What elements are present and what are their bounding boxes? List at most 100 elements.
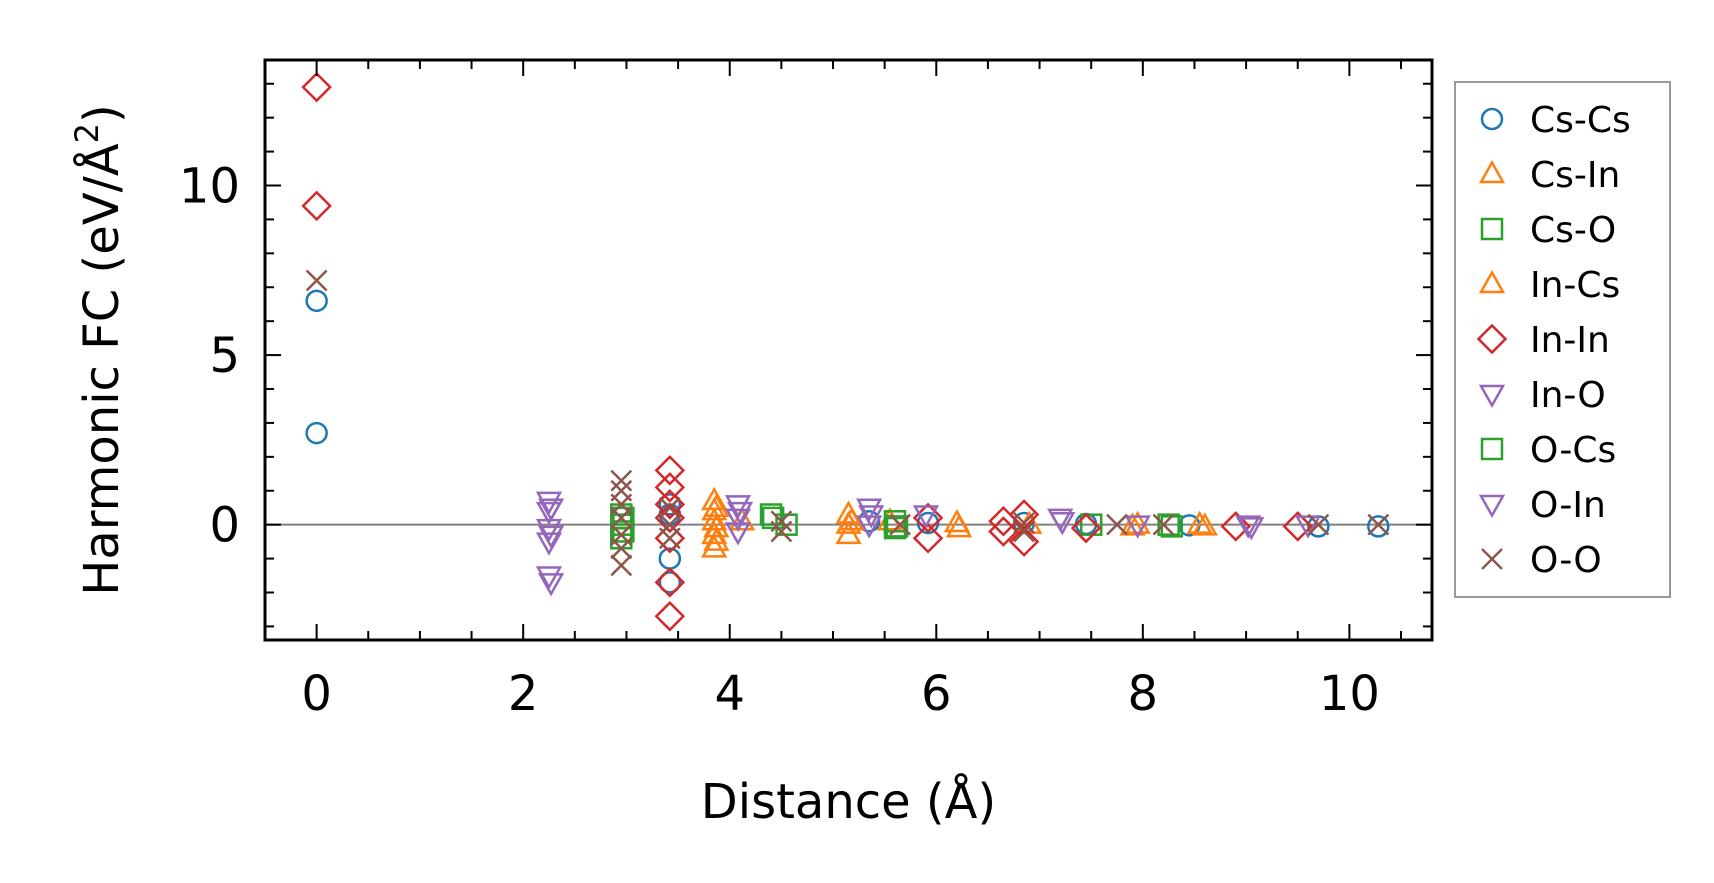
data-point-cs-cs-4 xyxy=(658,571,682,594)
data-point-o-o-18 xyxy=(1307,513,1330,536)
data-point-in-in-0 xyxy=(301,71,332,103)
series-o-in xyxy=(537,498,1265,597)
data-point-o-cs-3 xyxy=(885,515,909,538)
data-point-in-o-7 xyxy=(724,522,752,546)
data-point-o-o-8-stroke-b xyxy=(658,496,681,519)
y-tick-label: 0 xyxy=(209,498,240,554)
legend: Cs-Cs Cs-In Cs-O In-Cs In-In In-O O-Cs O-In O-O xyxy=(1454,81,1671,598)
data-point-in-in-10 xyxy=(912,522,944,554)
data-point-o-o-19 xyxy=(1367,513,1390,536)
x-axis-label: Distance (Å) xyxy=(701,773,996,830)
legend-marker-o-in xyxy=(1478,494,1506,519)
data-point-o-o-4-stroke-b xyxy=(610,507,633,529)
legend-marker-cs-in xyxy=(1478,159,1506,184)
x-tick-label: 4 xyxy=(714,666,745,722)
data-point-in-cs-2 xyxy=(703,527,730,551)
legend-label-o-cs: O-Cs xyxy=(1530,430,1616,471)
data-point-in-o-4 xyxy=(535,566,563,590)
data-point-in-in-2 xyxy=(654,455,686,486)
series-cs-cs xyxy=(305,289,1390,594)
legend-marker-in-in xyxy=(1476,323,1508,355)
legend-label-cs-cs: Cs-Cs xyxy=(1530,100,1631,141)
series-o-o xyxy=(305,269,1390,577)
data-point-o-o-6-stroke-b xyxy=(610,537,633,560)
data-point-cs-cs-0 xyxy=(305,289,328,313)
data-point-cs-in-12 xyxy=(1119,512,1146,536)
legend-label-o-o: O-O xyxy=(1530,540,1602,581)
legend-marker-o-o-stroke-b xyxy=(1481,548,1503,570)
data-point-cs-in-5 xyxy=(728,507,756,531)
data-point-o-o-4 xyxy=(610,507,633,529)
data-point-in-o-12 xyxy=(1124,515,1151,539)
plot-area xyxy=(263,58,1434,642)
data-point-o-o-1-stroke-b xyxy=(610,469,633,492)
data-point-o-o-0-stroke-b xyxy=(305,269,328,292)
data-point-o-o-10 xyxy=(658,527,681,550)
x-tick-label: 0 xyxy=(301,666,332,722)
data-point-o-o-12-stroke-b xyxy=(770,520,793,543)
data-point-cs-in-4 xyxy=(701,534,728,558)
y-tick-label: 5 xyxy=(209,328,240,384)
data-point-o-o-11 xyxy=(770,510,793,533)
data-point-o-o-0 xyxy=(305,269,328,292)
data-point-o-in-4 xyxy=(858,505,885,529)
y-axis-label-main: Harmonic FC (eV/Å xyxy=(73,143,130,596)
y-axis-label-end: ) xyxy=(74,104,130,123)
data-point-o-o-17 xyxy=(1152,513,1175,536)
data-point-o-in-6 xyxy=(1238,517,1265,541)
data-point-o-o-7 xyxy=(610,554,633,577)
legend-marker-o-cs xyxy=(1480,437,1504,461)
y-tick-label: 10 xyxy=(179,158,240,214)
series-in-in xyxy=(301,71,1314,632)
legend-marker-cs-cs xyxy=(1480,107,1504,131)
data-point-in-o-9 xyxy=(856,515,883,539)
x-tick-label: 10 xyxy=(1319,666,1380,722)
x-tick-label: 8 xyxy=(1128,666,1159,722)
data-point-cs-o-8 xyxy=(1157,513,1180,536)
data-point-o-o-18-stroke-b xyxy=(1307,513,1330,536)
data-point-in-in-7 xyxy=(654,567,686,598)
data-point-in-o-5 xyxy=(724,495,752,519)
legend-label-o-in: O-In xyxy=(1530,485,1606,526)
x-tick-label: 6 xyxy=(921,666,952,722)
data-point-cs-cs-2 xyxy=(658,493,682,516)
data-point-in-o-14 xyxy=(1294,515,1322,539)
data-point-o-o-15-stroke-b xyxy=(1013,520,1035,543)
data-point-in-o-10 xyxy=(912,505,940,529)
data-point-in-in-5 xyxy=(654,502,686,534)
axis-ticks: 0 2 4 6 8 10 0 5 10 xyxy=(179,60,1432,722)
data-point-cs-in-8 xyxy=(835,520,862,545)
data-point-in-o-2 xyxy=(535,518,563,543)
legend-label-in-cs: In-Cs xyxy=(1530,265,1620,306)
data-point-o-o-11-stroke-b xyxy=(770,510,793,533)
data-point-o-o-8 xyxy=(658,496,681,519)
data-point-o-o-19-stroke-b xyxy=(1367,513,1390,536)
data-point-cs-in-13 xyxy=(1186,510,1213,534)
series-cs-o xyxy=(610,503,1180,550)
data-point-o-o-14-stroke-b xyxy=(1013,512,1035,534)
data-point-cs-cs-12 xyxy=(1367,515,1390,538)
data-point-in-in-17 xyxy=(1282,511,1314,542)
legend-marker-o-o xyxy=(1481,548,1503,570)
legend-marker-in-o xyxy=(1478,384,1506,409)
y-axis-label: Harmonic FC (eV/Å2) xyxy=(68,104,130,596)
data-point-in-o-3 xyxy=(535,532,563,556)
data-point-in-o-13 xyxy=(1235,515,1262,539)
series-in-cs xyxy=(703,493,1218,551)
legend-label-cs-o: Cs-O xyxy=(1530,210,1616,251)
data-point-o-o-12 xyxy=(770,520,793,543)
data-point-o-o-13 xyxy=(889,513,912,536)
legend-label-cs-in: Cs-In xyxy=(1530,155,1620,196)
data-point-o-o-1 xyxy=(610,469,633,492)
data-point-o-in-2 xyxy=(537,573,565,597)
data-point-in-cs-6 xyxy=(1191,512,1218,536)
legend-marker-in-cs xyxy=(1478,269,1506,294)
data-point-o-o-10-stroke-b xyxy=(658,527,681,550)
data-point-o-o-13-stroke-b xyxy=(889,513,912,536)
data-point-in-o-6 xyxy=(724,508,752,532)
data-point-in-cs-4 xyxy=(945,514,973,538)
data-point-o-o-16-stroke-b xyxy=(1106,513,1128,536)
data-point-o-o-15 xyxy=(1013,520,1035,543)
legend-marker-cs-o xyxy=(1480,217,1504,241)
y-axis-label-superscript: 2 xyxy=(68,123,106,143)
